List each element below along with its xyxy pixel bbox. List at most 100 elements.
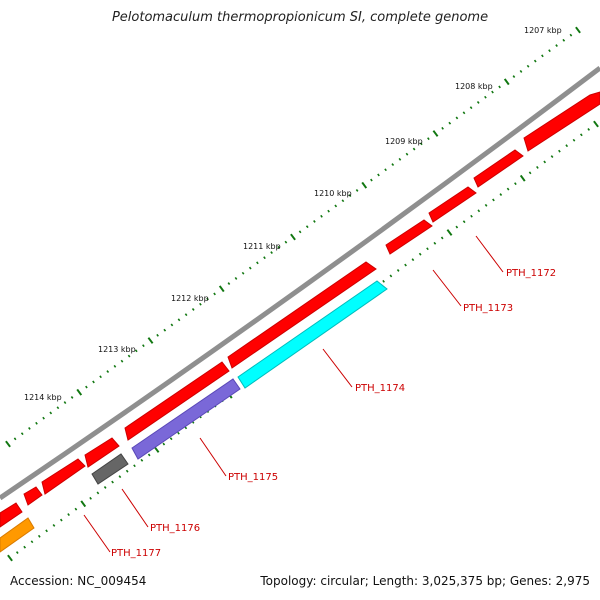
minor-tick xyxy=(113,364,117,368)
minor-tick xyxy=(213,292,216,296)
minor-tick xyxy=(327,209,330,213)
minor-tick xyxy=(391,163,395,166)
minor-tick xyxy=(348,194,352,198)
gene-label-pth-1177: PTH_1177 xyxy=(111,548,161,559)
gene-feature[interactable] xyxy=(0,502,23,528)
minor-tick xyxy=(587,128,591,131)
gene-label-pth-1176: PTH_1176 xyxy=(150,523,200,534)
minor-tick xyxy=(67,513,70,517)
minor-tick xyxy=(462,111,466,115)
minor-tick xyxy=(455,116,459,120)
minor-tick xyxy=(30,540,34,544)
minor-tick xyxy=(569,33,573,37)
minor-tick xyxy=(156,333,159,337)
minor-tick xyxy=(227,282,231,285)
minor-tick xyxy=(476,101,480,104)
minor-tick xyxy=(462,220,466,224)
minor-tick xyxy=(103,486,107,489)
gene-feature[interactable] xyxy=(385,219,433,255)
forward-track xyxy=(0,91,600,528)
gene-feature[interactable] xyxy=(23,486,43,506)
minor-tick xyxy=(412,147,416,151)
minor-tick xyxy=(37,534,41,538)
minor-tick xyxy=(13,437,17,441)
minor-tick xyxy=(45,529,48,533)
minor-tick xyxy=(127,354,131,358)
gene-feature-pth-1176[interactable] xyxy=(91,453,129,485)
gene-feature-pth-1177[interactable] xyxy=(0,517,35,553)
major-tick xyxy=(147,337,154,344)
minor-tick xyxy=(184,426,188,430)
minor-tick xyxy=(125,469,129,473)
gene-feature[interactable] xyxy=(41,458,86,495)
major-tick xyxy=(290,233,296,241)
minor-tick xyxy=(426,247,429,251)
minor-tick xyxy=(96,491,100,495)
minor-tick xyxy=(184,313,188,317)
gene-feature[interactable] xyxy=(84,437,120,468)
minor-tick xyxy=(492,198,495,202)
minor-tick xyxy=(63,401,67,405)
minor-tick xyxy=(355,189,359,192)
minor-tick xyxy=(427,137,430,141)
minor-tick xyxy=(147,453,151,457)
gene-feature[interactable] xyxy=(428,186,477,223)
minor-tick xyxy=(389,274,393,278)
minor-tick xyxy=(396,269,400,272)
minor-tick xyxy=(572,138,576,142)
minor-tick xyxy=(313,220,316,223)
minor-tick xyxy=(448,121,452,125)
major-tick xyxy=(5,440,11,448)
major-tick xyxy=(432,130,439,137)
gene-feature-pth-1174[interactable] xyxy=(237,280,388,389)
gene-feature[interactable] xyxy=(124,361,230,441)
minor-tick xyxy=(334,204,338,208)
minor-tick xyxy=(320,214,323,218)
minor-tick xyxy=(533,59,537,63)
minor-tick xyxy=(277,245,281,249)
minor-tick xyxy=(134,349,138,353)
minor-tick xyxy=(514,182,517,186)
minor-tick xyxy=(411,258,415,262)
minor-tick xyxy=(455,225,459,229)
minor-tick xyxy=(74,507,78,511)
minor-tick xyxy=(177,431,180,435)
tick-label: 1213 kbp xyxy=(98,345,136,354)
minor-tick xyxy=(42,416,45,420)
minor-tick xyxy=(405,152,409,156)
gene-feature[interactable] xyxy=(473,149,524,188)
minor-tick xyxy=(170,323,174,327)
minor-tick xyxy=(398,157,402,161)
major-tick xyxy=(218,285,225,293)
minor-tick xyxy=(433,241,437,245)
minor-tick xyxy=(536,165,539,169)
minor-tick xyxy=(199,302,202,306)
major-tick xyxy=(593,120,599,128)
minor-tick xyxy=(370,178,373,182)
minor-tick xyxy=(418,252,422,256)
major-tick xyxy=(76,388,83,396)
minor-tick xyxy=(469,106,473,110)
minor-tick xyxy=(111,480,114,484)
minor-tick xyxy=(15,551,19,554)
gene-feature[interactable] xyxy=(227,261,377,369)
gene-feature-pth-1175[interactable] xyxy=(131,378,241,460)
minor-tick xyxy=(133,464,136,468)
genome-backbone xyxy=(0,66,600,501)
minor-tick xyxy=(305,225,309,229)
minor-tick xyxy=(550,155,554,158)
minor-tick xyxy=(118,475,122,479)
minor-tick xyxy=(248,266,252,270)
leader-pth-1177 xyxy=(83,514,111,553)
tick-label: 1210 kbp xyxy=(314,189,352,198)
minor-tick xyxy=(377,173,380,177)
minor-tick xyxy=(541,54,544,58)
minor-tick xyxy=(256,261,259,265)
gene-feature[interactable] xyxy=(523,91,600,152)
minor-tick xyxy=(99,375,102,379)
tick-label: 1214 kbp xyxy=(24,393,62,402)
leader-pth-1176 xyxy=(121,488,149,528)
minor-tick xyxy=(106,370,110,373)
